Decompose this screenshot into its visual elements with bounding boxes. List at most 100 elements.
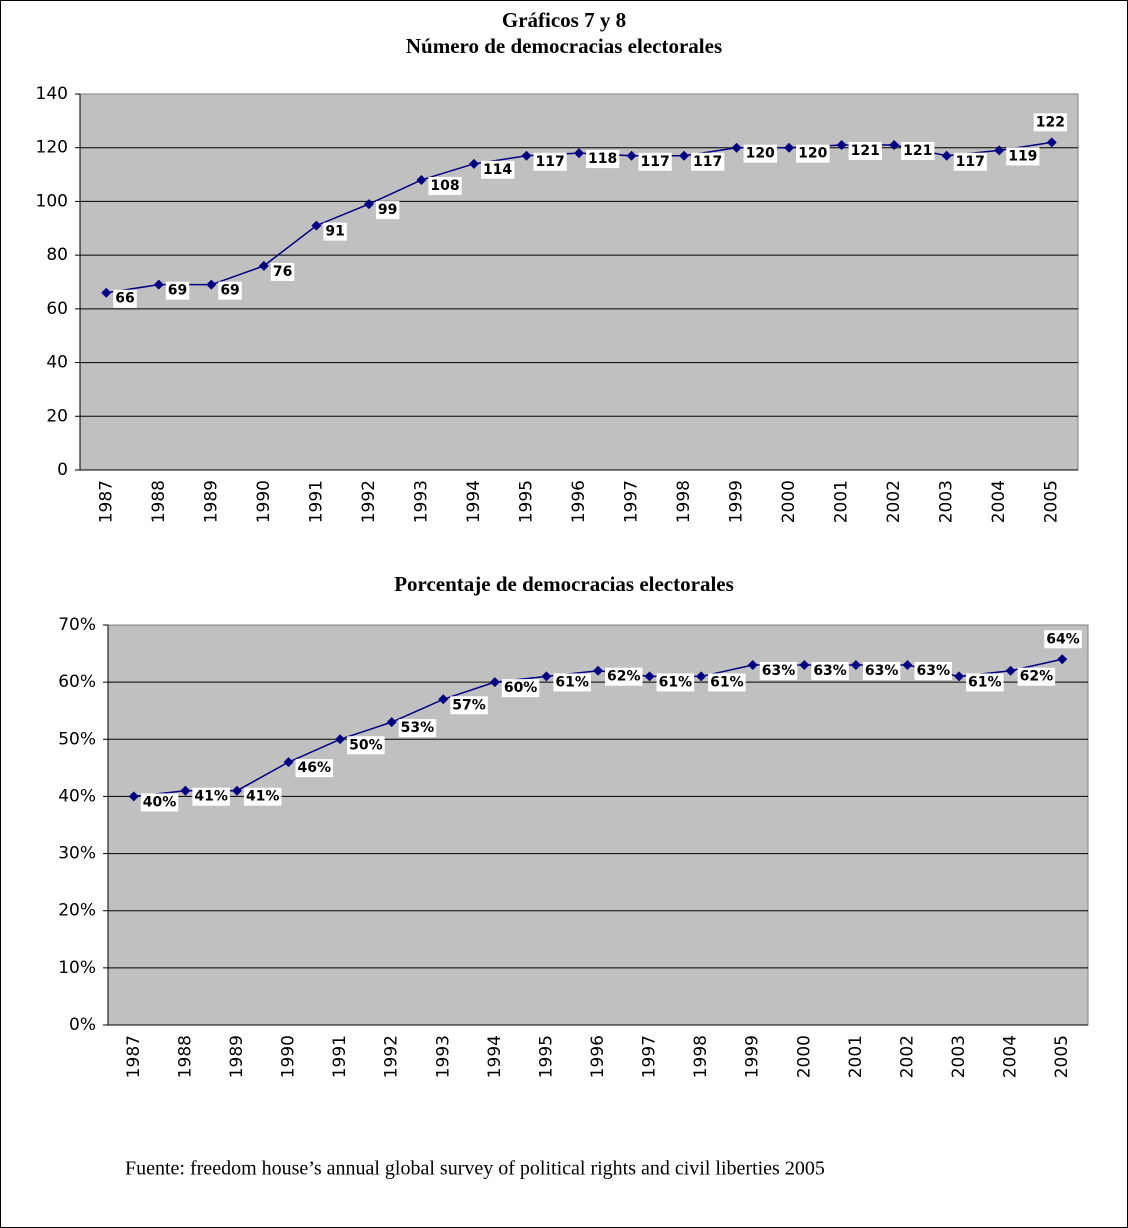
y-tick-label: 0% [69, 1015, 96, 1035]
x-tick-label: 1988 [175, 1035, 195, 1078]
data-label-group: 120 [743, 144, 778, 163]
data-label-bg [347, 736, 385, 755]
data-label-bg [759, 662, 798, 680]
data-label-bg [1006, 147, 1040, 166]
data-label-bg [398, 719, 437, 738]
data-label-group: 61% [708, 673, 746, 692]
data-label: 62% [1020, 669, 1054, 685]
y-tick-label: 60% [58, 672, 96, 692]
data-label: 50% [349, 737, 383, 753]
data-label: 61% [968, 674, 1002, 690]
y-tick-label: 60 [46, 299, 68, 319]
marker [258, 260, 269, 271]
x-tick-label: 1991 [330, 1035, 350, 1078]
data-label: 61% [710, 674, 744, 690]
marker [902, 660, 913, 670]
data-label: 118 [588, 151, 617, 167]
x-tick-label: 1990 [254, 480, 274, 523]
data-label-group: 61% [553, 673, 591, 692]
data-label: 108 [430, 178, 459, 194]
data-label-bg [113, 289, 137, 308]
data-label: 122 [1036, 114, 1065, 130]
source-note: Fuente: freedom house’s annual global su… [125, 1158, 825, 1180]
marker [784, 142, 795, 153]
data-label-bg [375, 201, 400, 220]
x-tick-label: 1992 [359, 480, 379, 523]
marker [954, 671, 965, 682]
data-label-bg [553, 673, 591, 692]
data-label: 53% [401, 720, 435, 736]
data-label-bg [165, 281, 190, 300]
data-label: 114 [483, 162, 512, 178]
marker [747, 660, 758, 670]
data-label-bg [243, 787, 282, 806]
data-label-group: 69 [218, 281, 242, 300]
data-label-bg [796, 144, 830, 163]
data-label-bg [708, 673, 746, 692]
data-label: 119 [1008, 148, 1037, 164]
data-label: 69 [220, 283, 239, 299]
x-tick-label: 2005 [1052, 1035, 1072, 1078]
marker [679, 150, 690, 161]
plot-area [107, 624, 1089, 1026]
marker [1046, 137, 1057, 148]
x-tick-label: 2000 [779, 480, 799, 523]
x-tick-label: 1993 [433, 1035, 453, 1078]
marker [153, 279, 164, 290]
x-tick-label: 2004 [1001, 1035, 1021, 1078]
x-tick-label: 1989 [227, 1035, 247, 1078]
data-label: 120 [798, 146, 827, 162]
data-label: 63% [865, 663, 899, 679]
data-label: 57% [452, 697, 486, 713]
x-tick-label: 2000 [794, 1035, 814, 1078]
marker [335, 734, 346, 745]
data-label-bg [480, 160, 515, 179]
data-label-bg [638, 152, 672, 171]
x-tick-label: 1987 [124, 1035, 144, 1078]
data-label-bg [1017, 667, 1056, 686]
x-tick-label: 1996 [588, 1035, 608, 1078]
marker [231, 785, 242, 796]
marker [994, 145, 1005, 156]
y-tick-label: 70% [58, 615, 96, 635]
marker [489, 677, 500, 688]
marker [574, 148, 584, 159]
x-tick-label: 1989 [201, 480, 221, 523]
data-label-group: 61% [966, 673, 1004, 692]
data-label-group: 41% [192, 787, 230, 806]
x-tick-label: 1988 [149, 480, 169, 523]
data-label-group: 61% [656, 673, 695, 692]
data-label-group: 66 [113, 289, 137, 308]
marker [438, 694, 449, 705]
x-tick-label: 1998 [674, 480, 694, 523]
x-tick-label: 1992 [382, 1035, 402, 1078]
data-label-bg [218, 281, 242, 300]
data-label-group: 117 [533, 152, 567, 171]
data-label-group: 64% [1044, 630, 1082, 649]
marker [593, 665, 603, 676]
x-tick-label: 1990 [279, 1035, 299, 1078]
data-label: 40% [143, 794, 177, 810]
data-label-group: 46% [295, 759, 334, 778]
data-label-bg [691, 152, 725, 171]
data-label: 121 [903, 143, 932, 159]
marker [889, 140, 900, 151]
data-label: 63% [916, 663, 950, 679]
data-label: 69 [168, 283, 187, 299]
y-tick-label: 120 [36, 138, 68, 158]
x-tick-label: 1987 [96, 480, 116, 523]
x-tick-label: 1996 [569, 480, 589, 523]
x-tick-label: 1991 [306, 480, 326, 523]
x-tick-label: 2003 [949, 1035, 969, 1078]
x-tick-label: 2001 [846, 1035, 866, 1078]
data-label-group: 91 [323, 222, 347, 241]
data-label-group: 60% [501, 679, 540, 698]
y-tick-label: 40% [58, 786, 96, 806]
marker [128, 791, 139, 802]
marker [363, 199, 374, 210]
marker [283, 757, 294, 768]
marker [101, 287, 112, 298]
x-tick-label: 1997 [640, 1035, 660, 1078]
data-label-bg [966, 673, 1004, 692]
data-label-group: 63% [862, 662, 901, 680]
